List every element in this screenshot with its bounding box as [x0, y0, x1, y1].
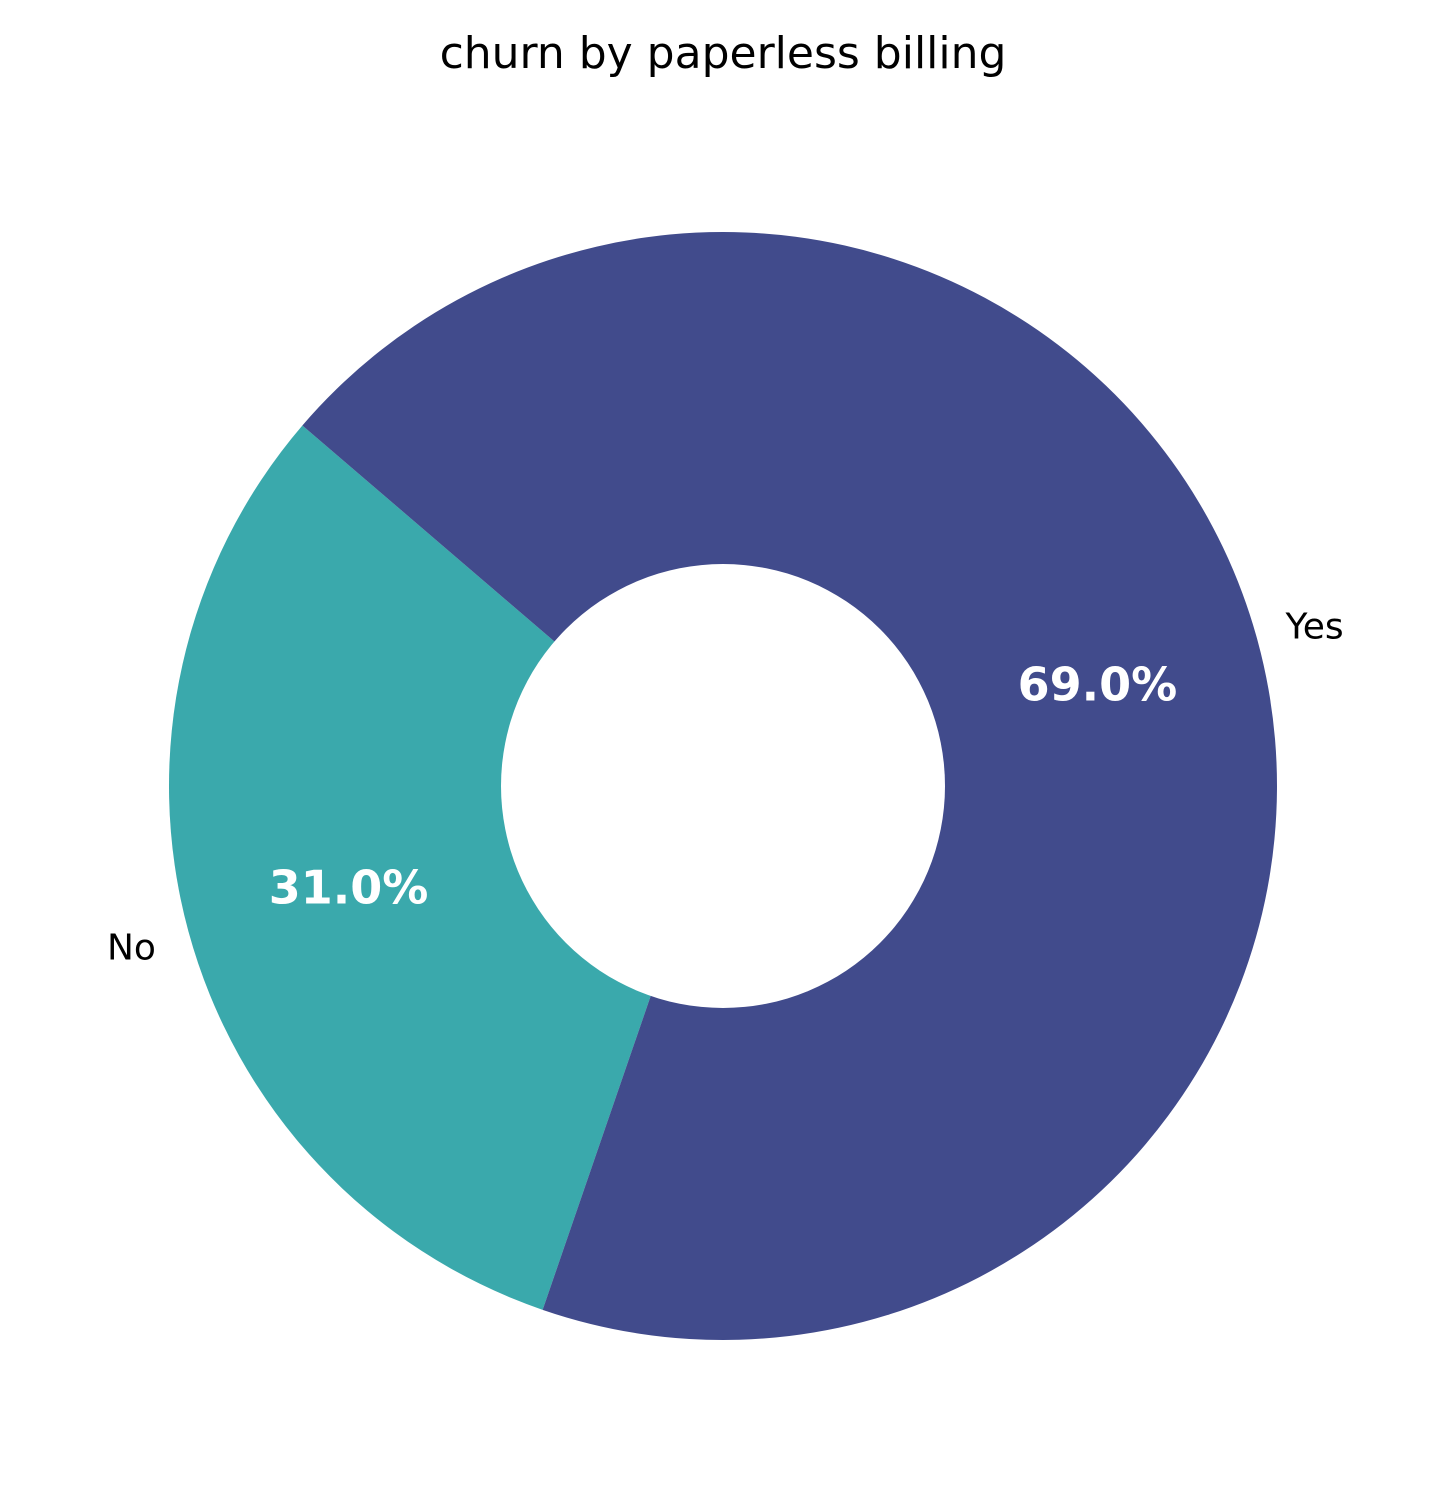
- pct-label-yes: 69.0%: [1018, 657, 1178, 711]
- slice-label-yes: Yes: [1284, 606, 1343, 647]
- pct-label-no: 31.0%: [269, 861, 429, 915]
- donut-hole: [501, 564, 945, 1008]
- slice-no: [169, 425, 723, 1310]
- slice-label-no: No: [107, 928, 156, 969]
- chart-title: churn by paperless billing: [440, 28, 1007, 79]
- labels-group: No 31.0% Yes 69.0%: [107, 606, 1344, 968]
